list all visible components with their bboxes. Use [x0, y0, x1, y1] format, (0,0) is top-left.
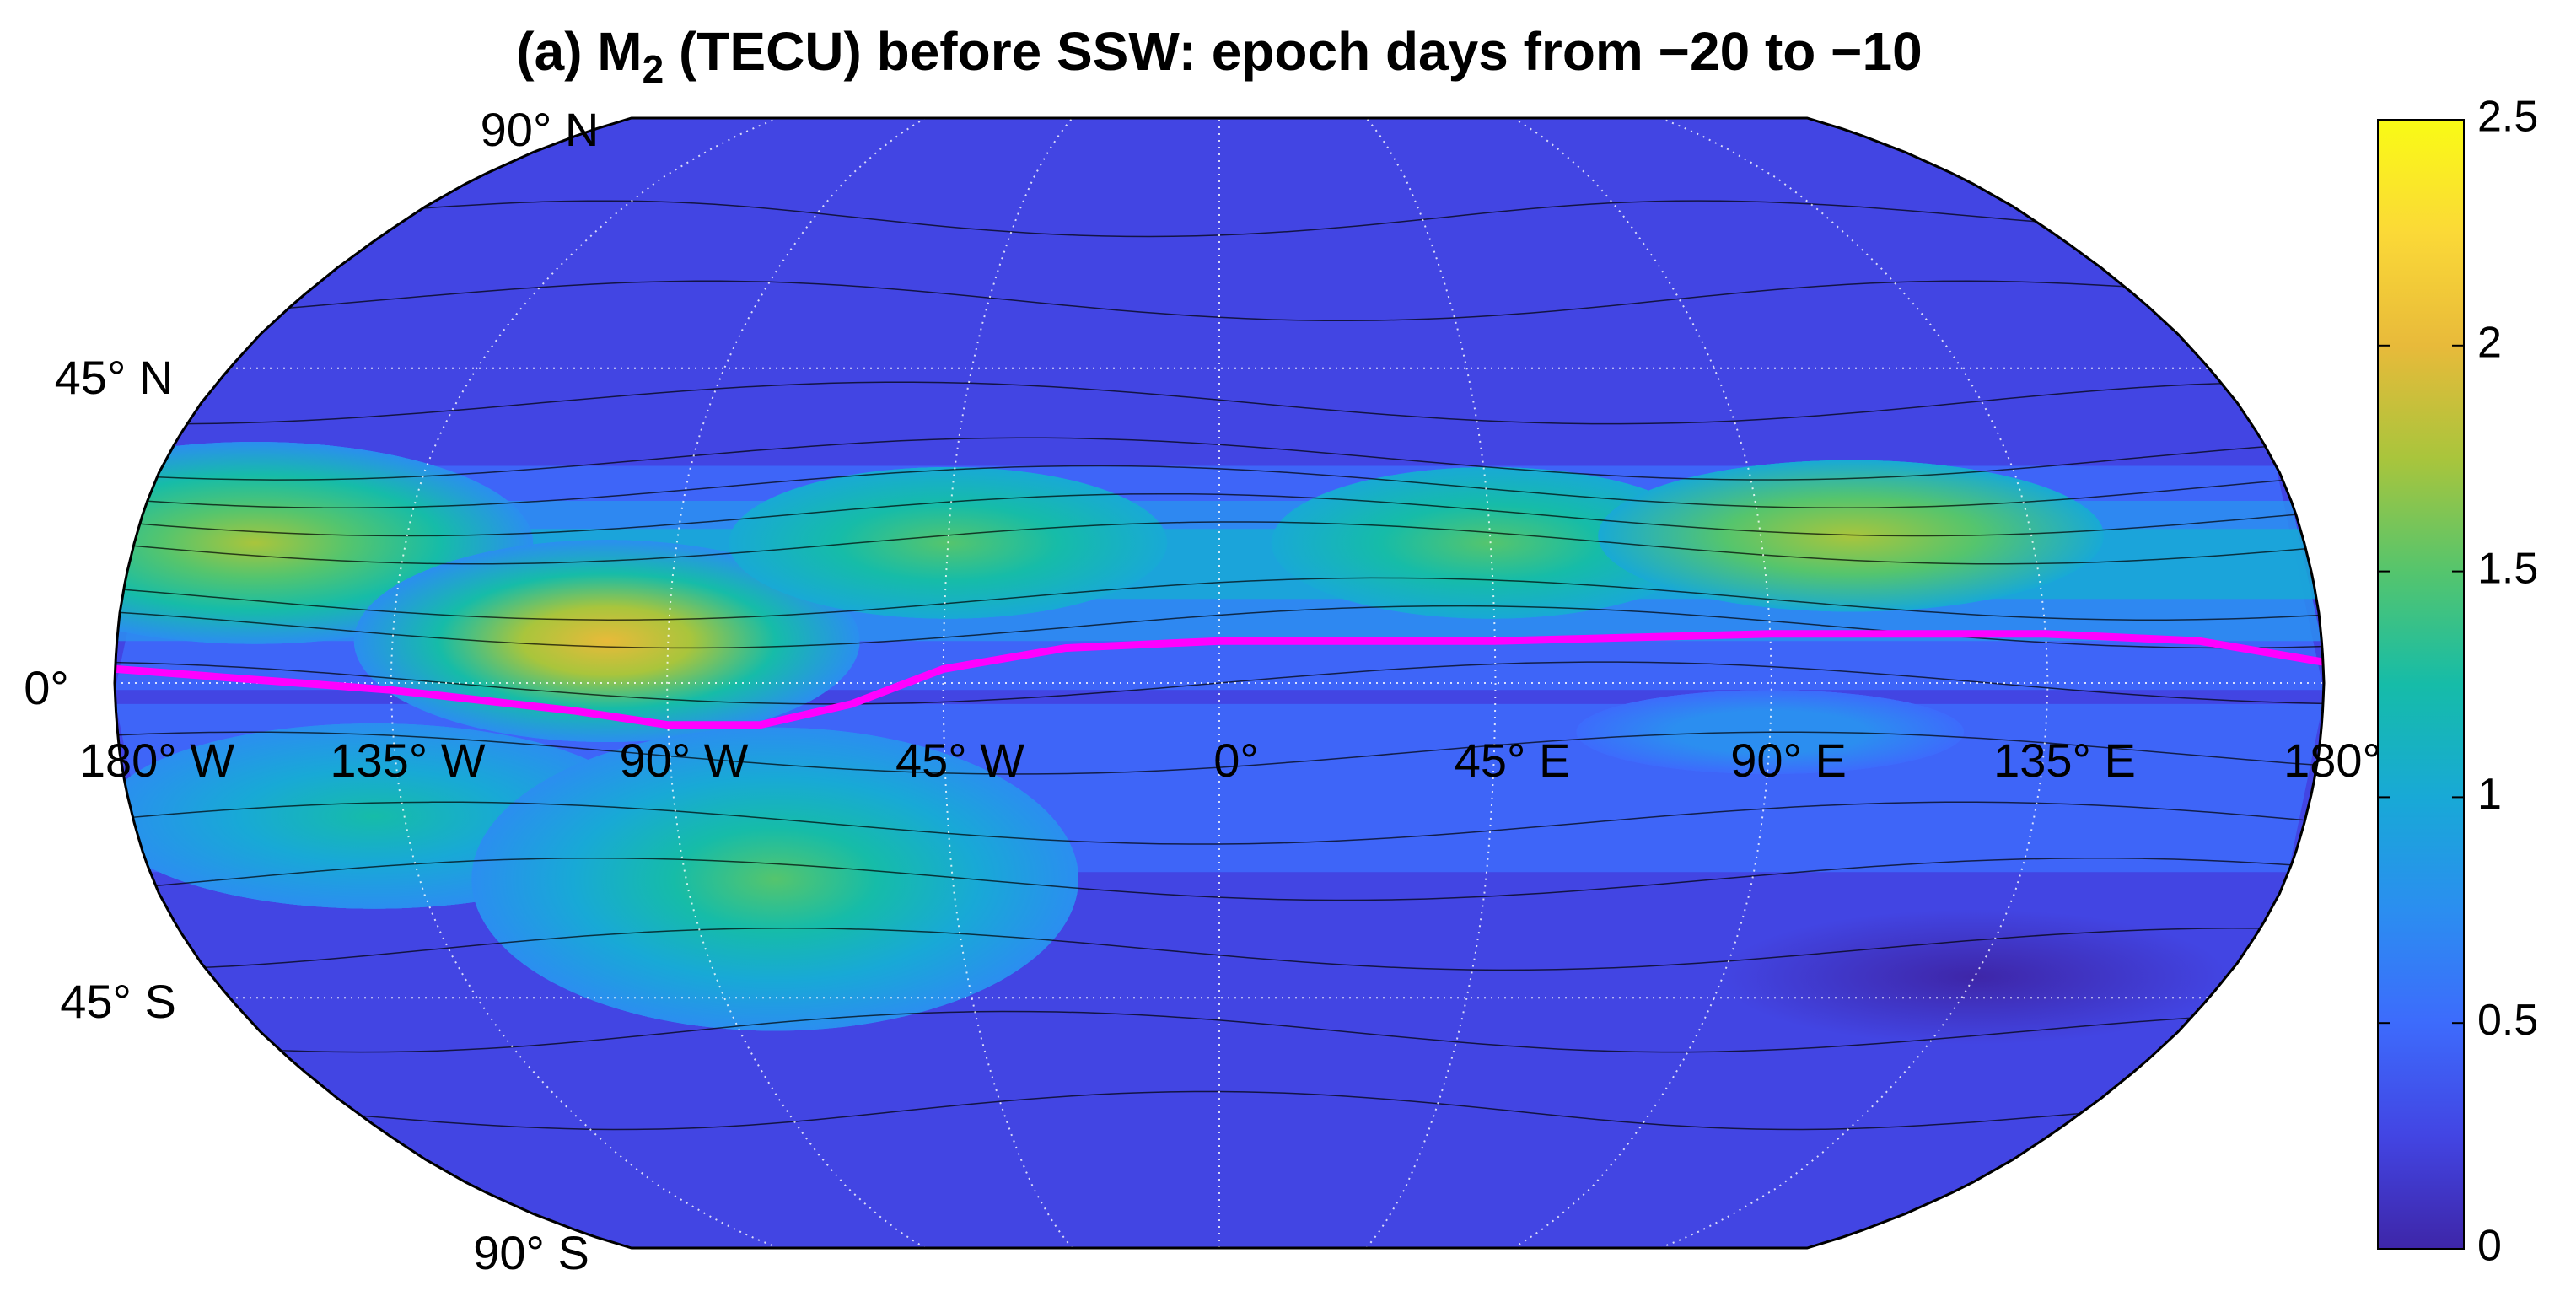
lon-label: 45° W — [895, 734, 1024, 787]
contour-line — [123, 577, 2320, 621]
graticule-meridian — [390, 118, 779, 1248]
contour-line — [155, 857, 2292, 901]
colorbar-tick-label: 0.5 — [2477, 996, 2538, 1045]
lon-label: 90° E — [1730, 734, 1847, 787]
field-blob — [1598, 460, 2105, 612]
map-overlay: 90° N 45° N 0° 45° S 90° S 180° W 135° W 90° W 4… — [24, 93, 2538, 1279]
lon-label: 90° W — [619, 734, 748, 787]
lon-label: 180° W — [79, 734, 234, 787]
contour-line — [147, 465, 2283, 509]
map-outline — [113, 116, 2326, 1250]
graticule-meridian — [1513, 118, 1773, 1248]
lat-label: 45° S — [60, 975, 176, 1028]
colorbar-tick-label: 0 — [2477, 1222, 2502, 1271]
title-text: (a) M — [516, 21, 642, 82]
lon-label: 135° E — [1993, 734, 2136, 787]
colorbar-tick-label: 2.5 — [2477, 93, 2538, 142]
contour-line — [187, 381, 2222, 425]
contour-line — [133, 521, 2306, 565]
contour-line — [204, 928, 2261, 971]
colorbar-tick-label: 2 — [2477, 319, 2502, 368]
lat-label: 90° S — [473, 1226, 589, 1279]
lat-label: 90° N — [481, 103, 600, 156]
lat-label: 0° — [24, 661, 69, 714]
lon-label: 135° W — [330, 734, 485, 787]
lon-label: 45° E — [1455, 734, 1571, 787]
contour-line — [132, 801, 2305, 845]
contour-line — [116, 661, 2323, 705]
field-blob — [471, 727, 1079, 1031]
colorbar-tick-label: 1.5 — [2477, 544, 2538, 593]
field-blob — [1721, 909, 2228, 1045]
title-subscript: 2 — [643, 47, 664, 91]
colorbar-tick-label: 1 — [2477, 770, 2502, 819]
map-title: (a) M2 (TECU) before SSW: epoch days fro… — [516, 21, 1922, 91]
lon-label: 0° — [1213, 734, 1259, 787]
lon-label: 180° — [2283, 734, 2381, 787]
contour-line — [280, 1010, 2191, 1053]
magnetic-equator — [115, 630, 2324, 729]
field-blob — [353, 540, 860, 743]
graticule-meridian — [1659, 118, 2049, 1248]
map-field — [115, 118, 2324, 1248]
colorbar — [2377, 119, 2465, 1250]
lat-label: 45° N — [55, 351, 174, 404]
graticule-meridian — [665, 118, 926, 1248]
title-text: (TECU) before SSW: epoch days from −20 t… — [664, 21, 1923, 82]
contour-line — [288, 280, 2125, 322]
contour-line — [139, 492, 2296, 537]
